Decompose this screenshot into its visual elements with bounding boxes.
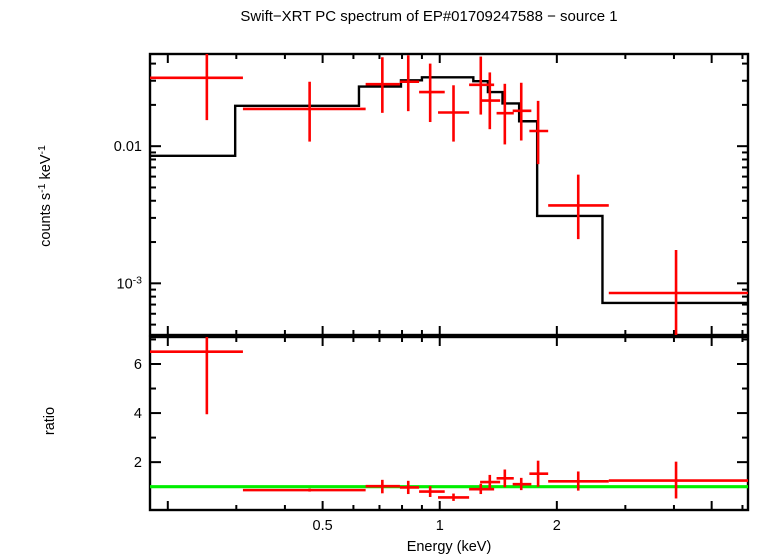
ratio-point — [512, 477, 532, 491]
ratio-point — [150, 337, 243, 415]
data-point — [419, 63, 445, 123]
data-point — [548, 174, 609, 240]
ratio-point — [496, 469, 514, 488]
x-tick-label: 1 — [436, 518, 444, 534]
x-axis-label: Energy (keV) — [407, 539, 492, 555]
data-point — [365, 57, 400, 113]
y-tick-label: 10-3 — [117, 274, 143, 292]
ratio-point — [529, 460, 549, 487]
ratio-axis-label-text: ratio — [42, 407, 58, 435]
ratio-point — [399, 480, 420, 495]
data-point — [496, 83, 514, 145]
data-point — [150, 54, 243, 121]
ratio-point — [419, 486, 445, 497]
ratio-point — [365, 479, 400, 494]
data-point — [438, 85, 470, 142]
ratio-frame — [148, 335, 750, 512]
data-point — [512, 82, 532, 141]
data-point — [529, 100, 549, 165]
x-tick-label: 0.5 — [313, 518, 333, 534]
ratio-y-tick-label: 6 — [134, 357, 142, 373]
ratio-point — [438, 493, 470, 501]
ratio-y-axis-label: ratio — [42, 407, 58, 435]
data-point — [608, 249, 748, 335]
ratio-point — [608, 461, 748, 499]
chart-title: Swift−XRT PC spectrum of EP#01709247588 … — [240, 8, 617, 25]
spectrum-y-axis-label: counts s-1 keV-1 — [36, 145, 54, 247]
model-step-curve — [150, 76, 748, 305]
x-tick-label: 2 — [553, 518, 561, 534]
ratio-point — [548, 471, 609, 491]
ratio-y-tick-label: 2 — [134, 455, 142, 471]
ratio-panel: 0.5 1 2 6 4 2 — [134, 335, 750, 534]
y-tick-label: 0.01 — [114, 139, 142, 155]
data-point — [480, 72, 501, 130]
data-point — [242, 81, 366, 142]
ratio-point — [242, 488, 366, 492]
ratio-point — [480, 474, 501, 490]
ratio-y-tick-label: 4 — [134, 406, 142, 422]
data-point — [399, 55, 420, 112]
svg-text:counts s-1 keV-1: counts s-1 keV-1 — [36, 145, 54, 247]
spectrum-panel: 0.01 10-3 — [114, 52, 750, 337]
spectrum-frame — [148, 52, 750, 337]
